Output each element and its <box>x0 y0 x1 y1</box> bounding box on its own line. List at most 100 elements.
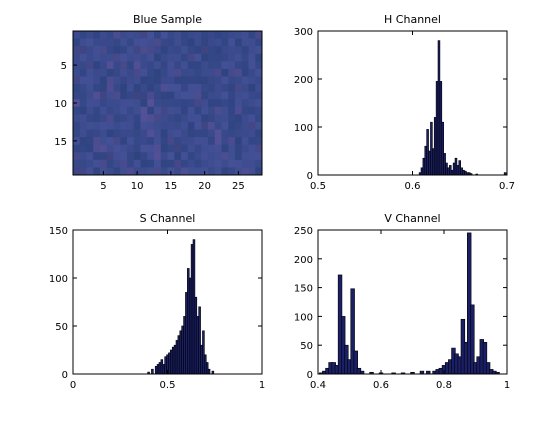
image-pixel <box>194 144 202 153</box>
image-pixel <box>255 76 263 85</box>
image-pixel <box>208 91 216 100</box>
image-pixel <box>133 84 141 93</box>
image-pixel <box>221 137 229 146</box>
image-pixel <box>241 167 249 176</box>
image-pixel <box>208 167 216 176</box>
image-pixel <box>147 106 155 115</box>
image-pixel <box>221 76 229 85</box>
image-pixel <box>208 144 216 153</box>
image-pixel <box>248 91 256 100</box>
image-pixel <box>201 76 209 85</box>
x-tick-label: 15 <box>165 181 178 192</box>
image-pixel <box>127 68 135 77</box>
image-pixel <box>154 144 162 153</box>
image-pixel <box>93 68 101 77</box>
image-pixel <box>167 129 175 138</box>
image-pixel <box>167 84 175 93</box>
image-pixel <box>181 114 189 123</box>
image-pixel <box>248 167 256 176</box>
image-pixel <box>106 31 114 40</box>
image-pixel <box>79 99 87 108</box>
image-pixel <box>127 31 135 40</box>
image-pixel <box>133 137 141 146</box>
image-pixel <box>79 106 87 115</box>
x-tick-label: 20 <box>198 181 211 192</box>
image-pixel <box>208 76 216 85</box>
image-pixel <box>187 152 195 161</box>
image-pixel <box>241 159 249 168</box>
image-pixel <box>86 137 94 146</box>
image-pixel <box>221 159 229 168</box>
image-pixel <box>160 53 168 62</box>
image-pixel <box>93 84 101 93</box>
image-pixel <box>187 167 195 176</box>
image-pixel <box>79 46 87 55</box>
image-pixel <box>181 121 189 131</box>
image-pixel <box>214 167 222 176</box>
image-pixel <box>140 46 148 55</box>
image-pixel <box>174 91 182 100</box>
image-pixel <box>181 99 189 108</box>
image-pixel <box>86 84 94 93</box>
image-pixel <box>86 99 94 108</box>
image-pixel <box>187 91 195 100</box>
image-pixel <box>160 106 168 115</box>
image-pixel <box>79 31 87 40</box>
image-pixel <box>86 159 94 168</box>
image-pixel <box>221 68 229 77</box>
image-pixel <box>167 68 175 77</box>
x-tick-label: 10 <box>131 181 144 192</box>
image-pixel <box>221 31 229 40</box>
image-pixel <box>235 121 243 131</box>
image-pixel <box>248 46 256 55</box>
image-pixel <box>79 159 87 168</box>
image-pixel <box>100 159 108 168</box>
image-pixel <box>120 152 128 161</box>
image-pixel <box>187 46 195 55</box>
image-pixel <box>214 159 222 168</box>
image-pixel <box>174 68 182 77</box>
image-pixel <box>167 38 175 47</box>
image-pixel <box>214 106 222 115</box>
image-pixel <box>160 167 168 176</box>
x-tick-label: 5 <box>100 181 106 192</box>
image-pixel <box>241 53 249 62</box>
image-pixel <box>127 38 135 47</box>
image-pixel <box>160 137 168 146</box>
x-tick-label: 0 <box>70 380 76 391</box>
image-pixel <box>147 61 155 70</box>
x-tick-label: 0.7 <box>499 181 515 192</box>
image-pixel <box>127 99 135 108</box>
image-pixel <box>241 91 249 100</box>
image-pixel <box>79 167 87 176</box>
image-pixel <box>201 46 209 55</box>
image-pixel <box>106 53 114 62</box>
image-pixel <box>127 76 135 85</box>
image-pixel <box>120 68 128 77</box>
image-pixel <box>106 76 114 85</box>
image-pixel <box>154 121 162 131</box>
image-pixel <box>214 99 222 108</box>
image-pixel <box>147 53 155 62</box>
image-pixel <box>100 84 108 93</box>
image-pixel <box>106 84 114 93</box>
image-pixel <box>154 152 162 161</box>
image-pixel <box>221 106 229 115</box>
image-pixel <box>127 159 135 168</box>
image-pixel <box>93 76 101 85</box>
image-pixel <box>113 31 121 40</box>
image-pixel <box>201 38 209 47</box>
image-pixel <box>181 61 189 70</box>
image-pixel <box>86 46 94 55</box>
x-tick-label: 0.5 <box>160 380 176 391</box>
image-pixel <box>241 106 249 115</box>
image-pixel <box>113 114 121 123</box>
image-pixel <box>120 114 128 123</box>
image-pixel <box>214 144 222 153</box>
image-pixel <box>100 129 108 138</box>
image-pixel <box>127 61 135 70</box>
image-pixel <box>187 61 195 70</box>
image-pixel <box>235 31 243 40</box>
subplot-4: V Channel 0.4 0.6 0.8 1 0 50 100 150 200 250 <box>294 212 510 391</box>
subplot-title: V Channel <box>384 212 440 225</box>
